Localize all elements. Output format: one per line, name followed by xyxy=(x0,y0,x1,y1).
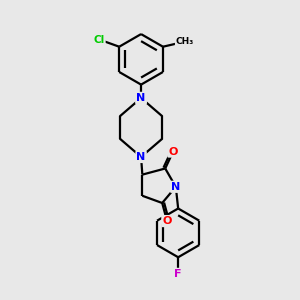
Text: CH₃: CH₃ xyxy=(176,38,194,46)
Text: N: N xyxy=(136,152,146,162)
Text: O: O xyxy=(162,216,172,226)
Text: N: N xyxy=(171,182,180,192)
Text: O: O xyxy=(168,146,178,157)
Text: Cl: Cl xyxy=(93,35,105,45)
Text: F: F xyxy=(174,269,182,279)
Text: N: N xyxy=(136,93,146,103)
Text: N: N xyxy=(136,93,146,103)
